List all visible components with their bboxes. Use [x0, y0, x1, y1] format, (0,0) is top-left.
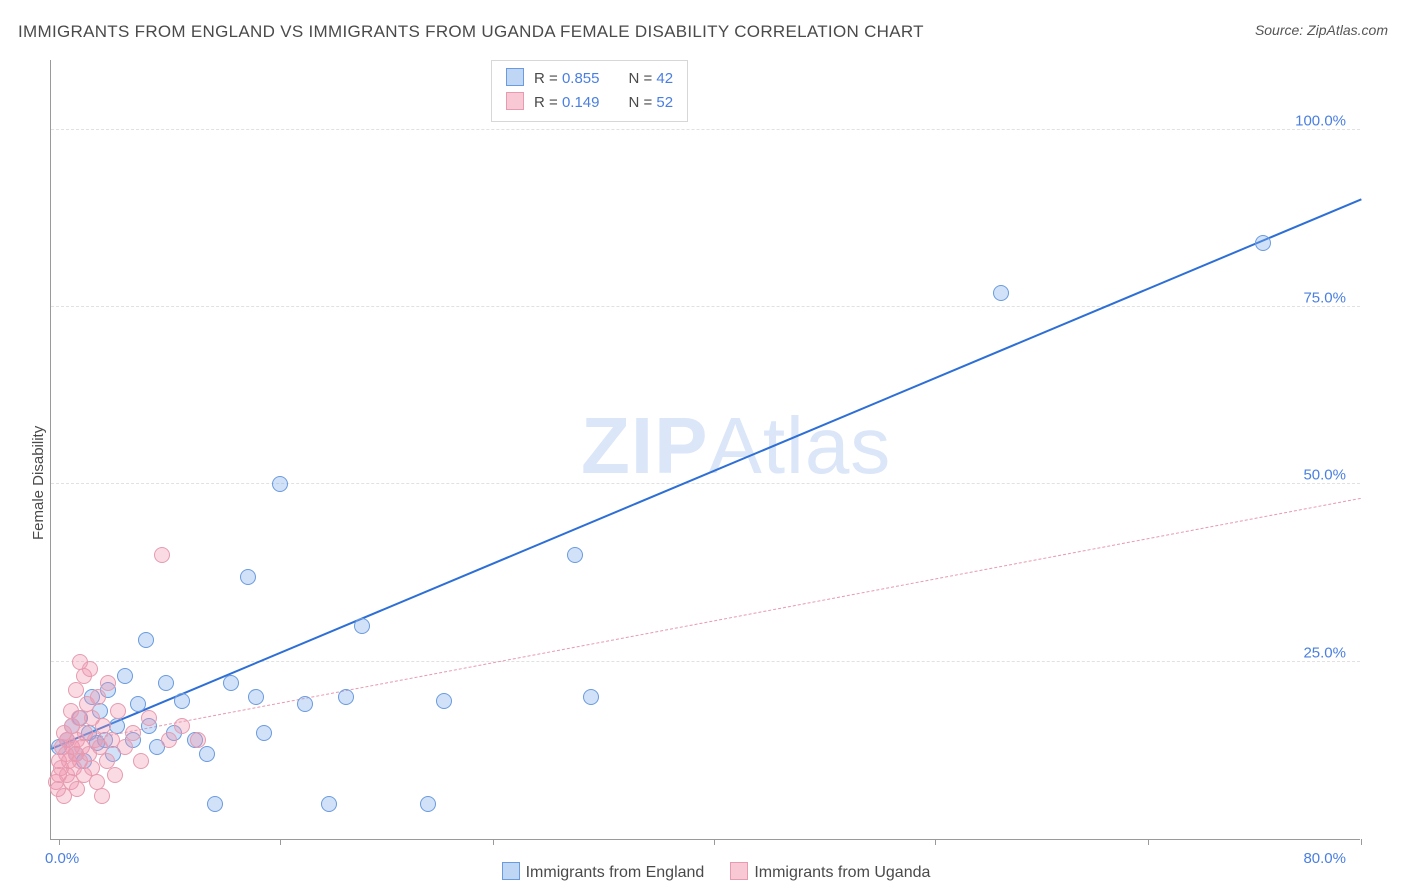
legend-n-label: N = — [628, 94, 652, 111]
trend-line-uganda — [51, 498, 1361, 747]
legend-series-label: Immigrants from England — [526, 864, 705, 881]
data-point-uganda — [141, 710, 157, 726]
legend-r-value: 0.855 — [562, 67, 616, 91]
data-point-uganda — [82, 661, 98, 677]
y-tick-label: 25.0% — [1303, 644, 1346, 661]
data-point-england — [297, 696, 313, 712]
data-point-england — [321, 796, 337, 812]
data-point-england — [174, 693, 190, 709]
legend-row: R = 0.149 N = 52 — [506, 91, 673, 115]
data-point-england — [420, 796, 436, 812]
legend-n-label: N = — [628, 70, 652, 87]
legend-n-value: 52 — [656, 94, 673, 111]
legend-swatch — [506, 68, 524, 86]
legend-swatch — [506, 92, 524, 110]
data-point-england — [207, 796, 223, 812]
x-tick — [1148, 839, 1149, 845]
data-point-england — [1255, 235, 1271, 251]
data-point-england — [338, 689, 354, 705]
data-point-uganda — [94, 788, 110, 804]
data-point-england — [138, 632, 154, 648]
gridline — [51, 661, 1360, 662]
data-point-uganda — [110, 703, 126, 719]
data-point-england — [158, 675, 174, 691]
data-point-uganda — [161, 732, 177, 748]
legend-r-value: 0.149 — [562, 91, 616, 115]
y-tick-label: 75.0% — [1303, 290, 1346, 307]
data-point-england — [993, 285, 1009, 301]
data-point-uganda — [133, 753, 149, 769]
data-point-uganda — [68, 682, 84, 698]
legend-row: R = 0.855 N = 42 — [506, 67, 673, 91]
chart-title: IMMIGRANTS FROM ENGLAND VS IMMIGRANTS FR… — [18, 22, 924, 42]
x-tick — [714, 839, 715, 845]
legend-series-label: Immigrants from Uganda — [754, 864, 930, 881]
data-point-uganda — [154, 547, 170, 563]
data-point-uganda — [174, 718, 190, 734]
gridline — [51, 483, 1360, 484]
data-point-uganda — [90, 689, 106, 705]
gridline — [51, 129, 1360, 130]
data-point-uganda — [107, 767, 123, 783]
watermark-zip: ZIP — [581, 401, 708, 490]
data-point-england — [436, 693, 452, 709]
data-point-uganda — [190, 732, 206, 748]
data-point-england — [248, 689, 264, 705]
bottom-legend: Immigrants from England Immigrants from U… — [0, 862, 1406, 882]
trend-line-england — [51, 199, 1362, 750]
source-attribution: Source: ZipAtlas.com — [1255, 22, 1388, 38]
data-point-uganda — [69, 781, 85, 797]
x-tick — [1361, 839, 1362, 845]
legend-r-label: R = — [534, 94, 558, 111]
x-tick — [493, 839, 494, 845]
data-point-uganda — [100, 675, 116, 691]
data-point-england — [272, 476, 288, 492]
data-point-england — [583, 689, 599, 705]
data-point-uganda — [117, 739, 133, 755]
x-tick — [280, 839, 281, 845]
plot-area: ZIPAtlas 25.0%50.0%75.0%100.0%0.0%80.0%R… — [50, 60, 1360, 840]
data-point-england — [130, 696, 146, 712]
legend-r-label: R = — [534, 70, 558, 87]
data-point-england — [199, 746, 215, 762]
legend-swatch — [502, 862, 520, 880]
data-point-england — [223, 675, 239, 691]
legend-stats: R = 0.855 N = 42R = 0.149 N = 52 — [491, 60, 688, 122]
legend-swatch — [730, 862, 748, 880]
legend-n-value: 42 — [656, 70, 673, 87]
data-point-england — [240, 569, 256, 585]
data-point-uganda — [125, 725, 141, 741]
x-tick — [59, 839, 60, 845]
watermark-atlas: Atlas — [708, 401, 891, 490]
y-tick-label: 50.0% — [1303, 467, 1346, 484]
data-point-england — [256, 725, 272, 741]
data-point-england — [567, 547, 583, 563]
data-point-england — [354, 618, 370, 634]
y-axis-title: Female Disability — [30, 426, 47, 540]
gridline — [51, 306, 1360, 307]
x-tick — [935, 839, 936, 845]
y-tick-label: 100.0% — [1295, 112, 1346, 129]
data-point-england — [117, 668, 133, 684]
